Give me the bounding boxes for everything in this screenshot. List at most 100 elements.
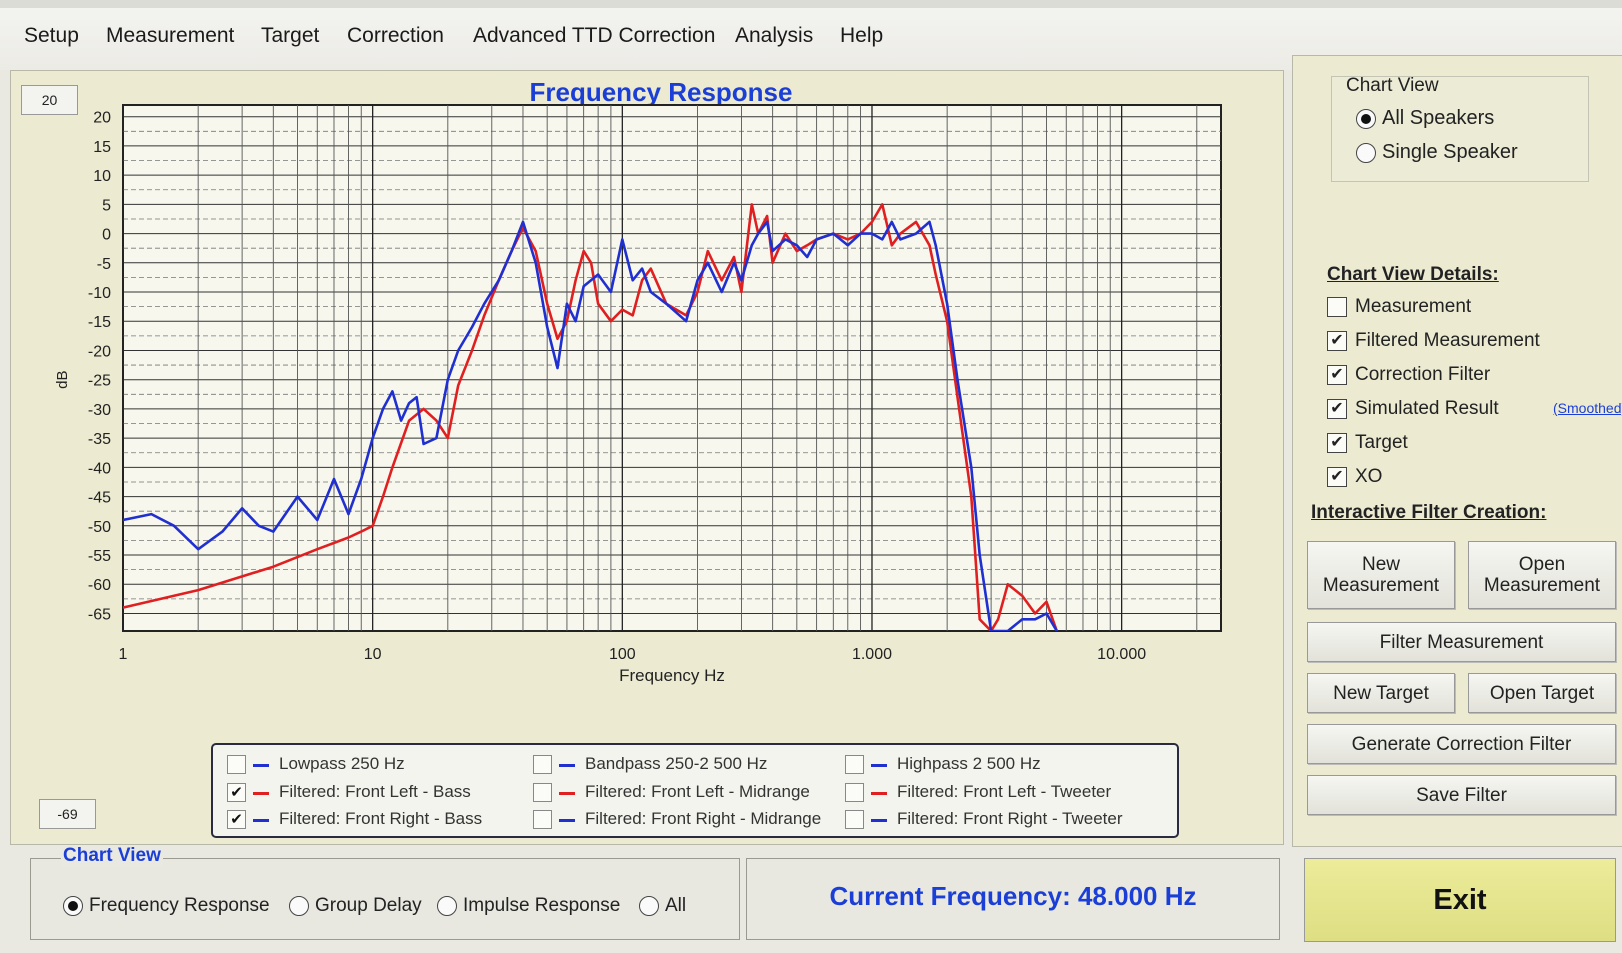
legend-swatch [559,792,575,795]
checkbox[interactable]: ✔ [1327,466,1347,487]
legend-label: Filtered: Front Left - Tweeter [897,782,1112,801]
checkbox-label: Measurement [1355,296,1472,317]
y-tick-label: -30 [88,402,111,419]
legend-checkbox[interactable] [533,810,552,829]
legend-checkbox[interactable]: ✔ [227,783,246,802]
menu-help[interactable]: Help [840,24,884,47]
radio-button[interactable] [639,895,659,916]
legend-checkbox[interactable] [533,755,552,774]
y-axis-label: dB [54,371,71,389]
radio-label: Impulse Response [463,895,621,916]
radio-button[interactable] [289,895,309,916]
new-measurement-button[interactable]: New Measurement [1307,541,1455,609]
legend-swatch [871,764,887,767]
menu-measurement[interactable]: Measurement [106,24,235,47]
legend-checkbox[interactable] [845,783,864,802]
checkbox-label: Simulated Result [1355,398,1499,419]
legend-checkbox[interactable]: ✔ [227,810,246,829]
open-measurement-button[interactable]: Open Measurement [1468,541,1616,609]
checkbox-xo[interactable]: ✔ XO [1327,466,1382,490]
y-tick-label: 5 [102,197,111,214]
checkbox[interactable]: ✔ [1327,432,1347,453]
chart-legend: Lowpass 250 Hz Bandpass 250-2 500 Hz Hig… [211,743,1179,838]
chart-panel: 20 -69 Frequency Response 20 15 10 5 0 -5 -10 -… [10,70,1284,845]
open-target-button[interactable]: Open Target [1468,673,1616,713]
legend-swatch [559,764,575,767]
radio-all-speakers[interactable]: All Speakers [1356,107,1494,130]
legend-checkbox[interactable] [845,755,864,774]
x-tick-label: 10.000 [1097,646,1146,663]
legend-label: Highpass 2 500 Hz [897,754,1041,773]
checkbox-simulated-result[interactable]: ✔ Simulated Result (Smoothed) [1327,398,1622,422]
chart-view-panel: Chart View Frequency Response Group Dela… [30,845,740,940]
filter-measurement-button[interactable]: Filter Measurement [1307,622,1616,662]
current-frequency-readout: Current Frequency: 48.000 Hz [829,881,1197,911]
radio-button[interactable] [1356,142,1376,163]
title-strip [0,0,1622,8]
y-tick-label: -45 [88,490,111,507]
chart-view-details-title: Chart View Details: [1327,264,1499,285]
legend-swatch [871,792,887,795]
y-tick-label: -65 [88,606,111,623]
radio-button[interactable] [63,895,83,916]
legend-label: Lowpass 250 Hz [279,754,405,773]
radio-label: All [665,895,687,916]
menu-advanced-ttd-correction[interactable]: Advanced TTD Correction [473,24,716,47]
frequency-response-chart[interactable]: 20 15 10 5 0 -5 -10 -15 -20 -25 -30 -35 -40 -45 -50 -55… [11,71,1283,731]
menu-analysis[interactable]: Analysis [735,24,814,47]
legend-checkbox[interactable] [533,783,552,802]
checkbox[interactable]: ✔ [1327,364,1347,385]
legend-checkbox[interactable] [227,755,246,774]
radio-frequency-response[interactable]: Frequency Response [63,895,270,919]
radio-group-delay[interactable]: Group Delay [289,895,422,919]
checkbox-target[interactable]: ✔ Target [1327,432,1408,456]
menu-correction[interactable]: Correction [347,24,444,47]
x-tick-label: 10 [364,646,382,663]
chart-view-title: Chart View [61,845,163,867]
y-tick-label: 0 [102,227,111,244]
checkbox-label: XO [1355,466,1383,487]
y-tick-label: -25 [88,373,111,390]
x-tick-label: 100 [609,646,636,663]
radio-button[interactable] [1356,108,1376,129]
menu-target[interactable]: Target [261,24,320,47]
y-tick-label: -60 [88,577,111,594]
radio-label: Frequency Response [89,895,270,916]
y-tick-label: -55 [88,548,111,565]
y-tick-label: -40 [88,460,111,477]
y-tick-label: -20 [88,343,111,360]
legend-label: Filtered: Front Right - Midrange [585,809,822,828]
smoothed-link[interactable]: (Smoothed) [1553,400,1622,416]
side-panel: Chart View All Speakers Single Speaker C… [1292,55,1622,847]
checkbox-filtered-measurement[interactable]: ✔ Filtered Measurement [1327,330,1540,354]
y-tick-label: -35 [88,431,111,448]
legend-swatch [253,819,269,822]
generate-correction-filter-button[interactable]: Generate Correction Filter [1307,724,1616,764]
interactive-filter-title: Interactive Filter Creation: [1311,502,1547,523]
checkbox[interactable]: ✔ [1327,330,1347,351]
speaker-view-group: Chart View All Speakers Single Speaker [1331,75,1589,182]
save-filter-button[interactable]: Save Filter [1307,775,1616,815]
checkbox-correction-filter[interactable]: ✔ Correction Filter [1327,364,1490,388]
radio-single-speaker[interactable]: Single Speaker [1356,141,1518,164]
y-tick-label: -50 [88,519,111,536]
radio-impulse-response[interactable]: Impulse Response [437,895,620,919]
checkbox-measurement[interactable]: Measurement [1327,296,1471,320]
legend-checkbox[interactable] [845,810,864,829]
radio-button[interactable] [437,895,457,916]
radio-all[interactable]: All [639,895,686,919]
menu-setup[interactable]: Setup [24,24,79,47]
checkbox-label: Target [1355,432,1408,453]
checkbox[interactable] [1327,296,1347,317]
checkbox-label: Correction Filter [1355,364,1491,385]
radio-label: All Speakers [1382,107,1495,129]
y-max-box[interactable]: 20 [21,85,78,115]
chart-title: Frequency Response [529,77,793,107]
checkbox[interactable]: ✔ [1327,398,1347,419]
y-min-box[interactable]: -69 [39,799,96,829]
checkbox-label: Filtered Measurement [1355,330,1540,351]
legend-swatch [559,819,575,822]
exit-button[interactable]: Exit [1304,858,1616,942]
speaker-view-title: Chart View [1346,75,1439,96]
new-target-button[interactable]: New Target [1307,673,1455,713]
